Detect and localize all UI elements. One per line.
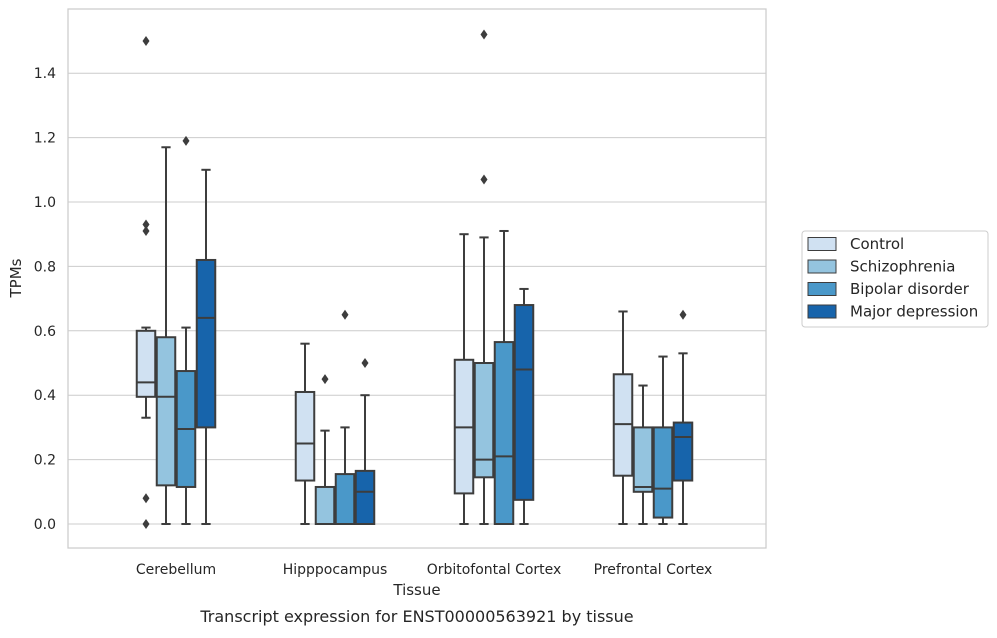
box bbox=[473, 362, 495, 479]
legend-swatch bbox=[807, 259, 837, 274]
x-tick-label: Prefrontal Cortex bbox=[594, 562, 713, 578]
outlier-point bbox=[480, 174, 488, 185]
y-tick-label: 0.6 bbox=[34, 324, 56, 340]
outlier-point bbox=[321, 374, 329, 385]
legend-label: Control bbox=[850, 235, 904, 253]
box bbox=[135, 329, 157, 398]
box-group bbox=[473, 29, 495, 525]
outlier-point bbox=[142, 519, 150, 529]
y-tick-label: 1.2 bbox=[34, 131, 56, 147]
x-axis-title: Tissue bbox=[392, 581, 440, 599]
x-tick-label: Hipppocampus bbox=[283, 562, 388, 578]
x-tick-label: Orbitofontal Cortex bbox=[427, 562, 562, 578]
box bbox=[632, 426, 654, 493]
box bbox=[334, 473, 356, 525]
box-group bbox=[135, 36, 157, 529]
legend-label: Schizophrenia bbox=[850, 258, 955, 276]
y-tick-label: 1.4 bbox=[34, 66, 56, 82]
box-group bbox=[632, 384, 654, 525]
box bbox=[314, 485, 336, 525]
legend-label: Bipolar disorder bbox=[850, 280, 970, 298]
box bbox=[294, 390, 316, 482]
outlier-point bbox=[142, 219, 150, 230]
legend-label: Major depression bbox=[850, 303, 978, 321]
y-tick-label: 1.0 bbox=[34, 195, 56, 211]
box bbox=[513, 304, 535, 501]
box bbox=[652, 426, 674, 519]
box-group bbox=[354, 358, 376, 525]
box-group bbox=[513, 287, 535, 525]
box-group bbox=[195, 168, 217, 525]
box-group bbox=[612, 310, 634, 525]
box-group bbox=[453, 233, 475, 525]
box-group bbox=[652, 355, 674, 525]
boxes bbox=[135, 29, 694, 529]
box-group bbox=[314, 374, 336, 525]
box-group bbox=[493, 229, 515, 525]
box bbox=[672, 421, 694, 482]
y-tick-label: 0.0 bbox=[34, 517, 56, 533]
outlier-point bbox=[361, 358, 369, 368]
box bbox=[155, 336, 177, 487]
box-group bbox=[155, 146, 177, 525]
outlier-point bbox=[142, 225, 150, 236]
outlier-point bbox=[142, 36, 150, 46]
y-tick-labels: 0.0 0.2 0.4 0.6 0.8 1.0 1.2 1.4 bbox=[34, 66, 56, 533]
outlier-point bbox=[142, 493, 150, 504]
y-tick-label: 0.2 bbox=[34, 453, 56, 469]
outlier-point bbox=[679, 309, 687, 320]
chart-caption: Transcript expression for ENST0000056392… bbox=[199, 607, 633, 626]
y-tick-label: 0.4 bbox=[34, 388, 56, 404]
box bbox=[354, 469, 376, 525]
box-group bbox=[672, 309, 694, 525]
x-tick-label: Cerebellum bbox=[136, 562, 216, 578]
box bbox=[195, 258, 217, 429]
legend-swatch bbox=[807, 304, 837, 319]
x-tick-labels: Cerebellum Hipppocampus Orbitofontal Corte… bbox=[136, 562, 712, 578]
legend-swatch bbox=[807, 237, 837, 251]
legend-frame bbox=[801, 230, 989, 328]
outlier-point bbox=[182, 135, 190, 146]
y-axis-title: TPMs bbox=[7, 258, 25, 298]
box-group bbox=[334, 309, 356, 525]
legend-swatch bbox=[807, 282, 837, 296]
box-group bbox=[175, 135, 197, 525]
outlier-point bbox=[480, 29, 488, 40]
outlier-point bbox=[341, 309, 349, 320]
legend: Control Schizophrenia Bipolar disorder Majo… bbox=[801, 230, 989, 328]
box bbox=[493, 341, 515, 525]
y-tick-label: 0.8 bbox=[34, 259, 56, 275]
box-group bbox=[294, 342, 316, 525]
